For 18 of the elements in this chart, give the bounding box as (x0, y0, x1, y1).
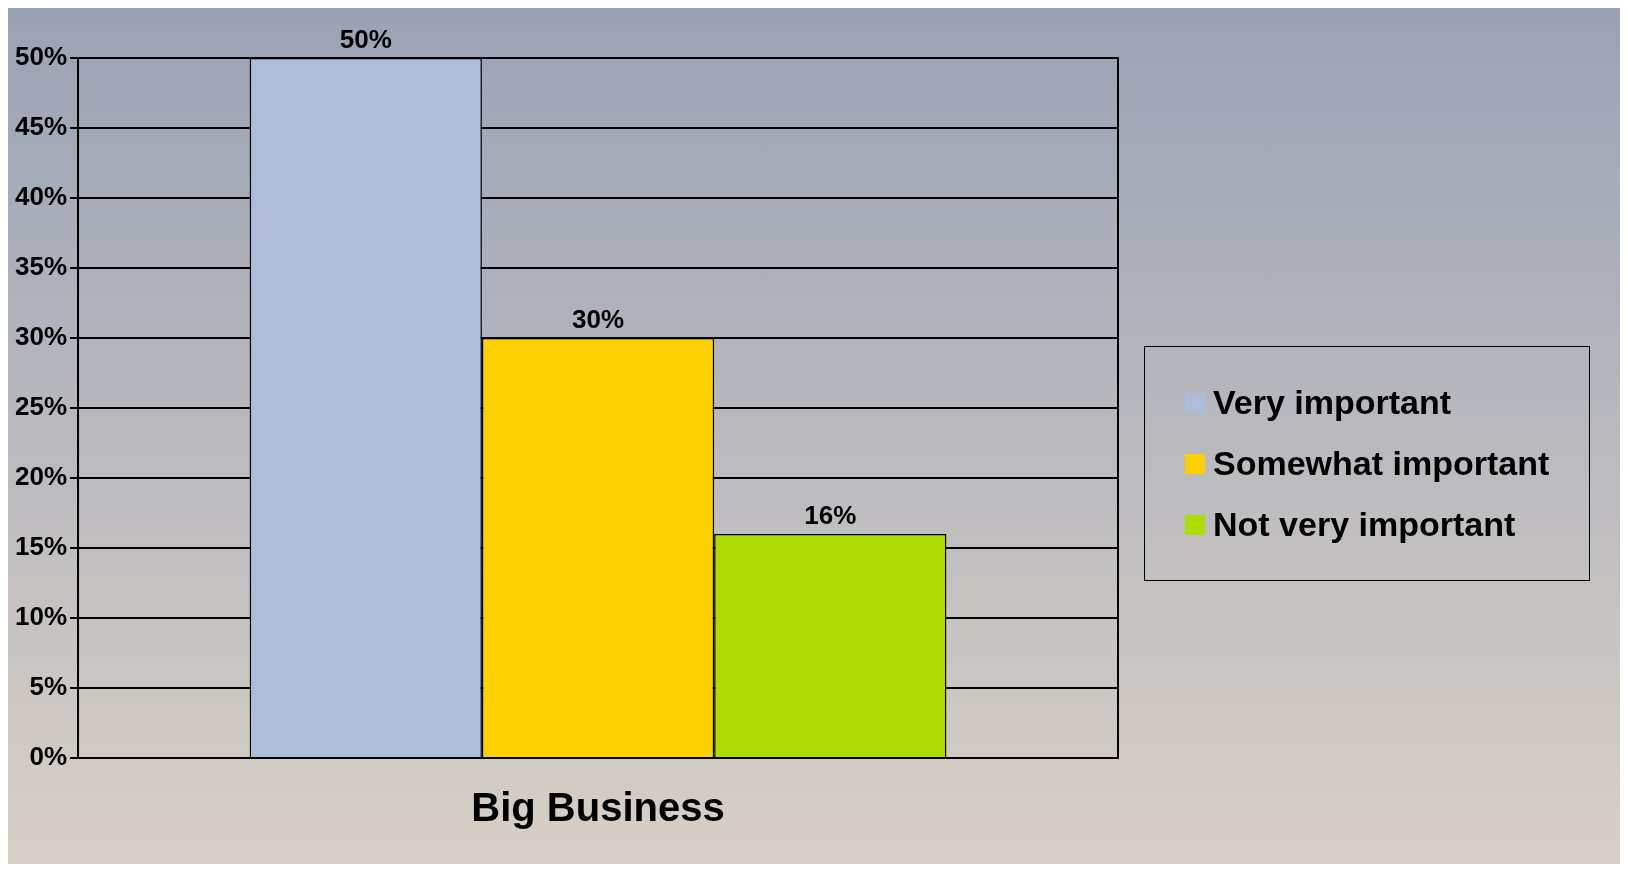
y-tick-label: 20% (14, 461, 68, 492)
y-tick-label: 15% (14, 531, 68, 562)
text: 30% (572, 304, 625, 335)
text: 50% (339, 24, 392, 55)
y-tick-label: 50% (14, 41, 68, 72)
text: 16% (804, 500, 857, 531)
y-tick-label: 0% (29, 741, 68, 772)
y-tick-label: 40% (14, 181, 68, 212)
y-tick-label: 30% (14, 321, 68, 352)
y-tick-label: 10% (14, 601, 68, 632)
y-tick-label: 35% (14, 251, 68, 282)
y-tick-label: 25% (14, 391, 68, 422)
legend-label: Very important (1213, 383, 1452, 422)
y-tick-label: 45% (14, 111, 68, 142)
legend-label: Not very important (1213, 505, 1516, 544)
legend-label: Somewhat important (1213, 444, 1550, 483)
x-tick-label: Big Business (471, 785, 725, 830)
y-tick-label: 5% (29, 671, 68, 702)
